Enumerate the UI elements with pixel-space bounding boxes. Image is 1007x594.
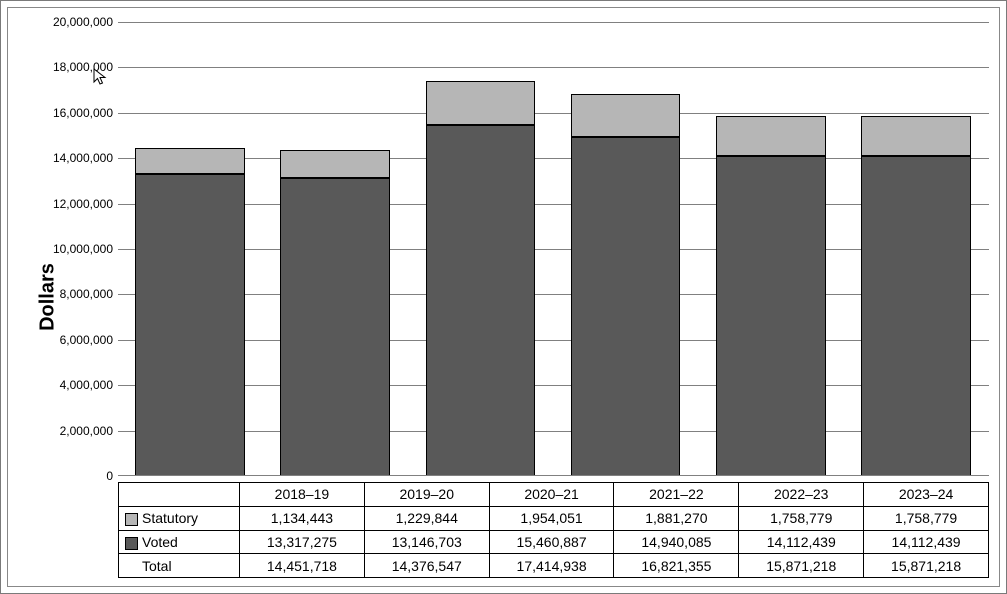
bars-container (118, 22, 989, 476)
y-tick-label: 18,000,000 (38, 60, 113, 74)
legend-swatch (125, 513, 138, 526)
y-tick-label: 2,000,000 (38, 424, 113, 438)
y-tick-label: 20,000,000 (38, 15, 113, 29)
bar-segment-voted (426, 125, 536, 476)
table-header-cell: 2023–24 (864, 483, 989, 507)
table-row: Total14,451,71814,376,54717,414,93816,82… (119, 554, 989, 578)
table-header-cell: 2021–22 (614, 483, 739, 507)
bar-segment-voted (716, 156, 826, 476)
table-cell: 14,940,085 (614, 530, 739, 554)
table-rowhead: Statutory (119, 506, 240, 530)
table-header-row: 2018–192019–202020–212021–222022–232023–… (119, 483, 989, 507)
bar-stack (571, 22, 681, 476)
table-cell: 14,112,439 (864, 530, 989, 554)
table-header-cell: 2020–21 (489, 483, 614, 507)
y-tick-label: 10,000,000 (38, 242, 113, 256)
legend-swatch (125, 537, 138, 550)
bar-segment-statutory (571, 94, 681, 137)
bar-segment-voted (135, 174, 245, 476)
bar-stack (426, 22, 536, 476)
table-header-cell: 2018–19 (240, 483, 365, 507)
bar-stack (280, 22, 390, 476)
series-name: Voted (142, 534, 178, 550)
data-table: 2018–192019–202020–212021–222022–232023–… (118, 482, 989, 578)
y-tick-label: 14,000,000 (38, 151, 113, 165)
y-tick-label: 8,000,000 (38, 287, 113, 301)
plot-area: 02,000,0004,000,0006,000,0008,000,00010,… (118, 22, 989, 476)
table-cell: 15,460,887 (489, 530, 614, 554)
bar-segment-statutory (135, 148, 245, 174)
table-header-cell: 2019–20 (364, 483, 489, 507)
table-cell: 1,758,779 (739, 506, 864, 530)
table-cell: 15,871,218 (739, 554, 864, 578)
bar-segment-statutory (716, 116, 826, 156)
table-cell: 1,229,844 (364, 506, 489, 530)
y-tick-labels: 02,000,0004,000,0006,000,0008,000,00010,… (38, 22, 113, 476)
y-tick-label: 6,000,000 (38, 333, 113, 347)
table-row: Voted 13,317,27513,146,70315,460,88714,94… (119, 530, 989, 554)
table-cell: 1,881,270 (614, 506, 739, 530)
bar-stack (861, 22, 971, 476)
bar-slot (554, 22, 699, 476)
table-cell: 14,112,439 (739, 530, 864, 554)
bar-segment-statutory (861, 116, 971, 156)
y-tick-label: 4,000,000 (38, 378, 113, 392)
table-cell: 13,317,275 (240, 530, 365, 554)
table-cell: 1,134,443 (240, 506, 365, 530)
bar-slot (263, 22, 408, 476)
table-rowhead: Voted (119, 530, 240, 554)
table-cell: 17,414,938 (489, 554, 614, 578)
table-cell: 16,821,355 (614, 554, 739, 578)
y-tick-label: 12,000,000 (38, 197, 113, 211)
table-cell: 13,146,703 (364, 530, 489, 554)
bar-slot (408, 22, 553, 476)
bar-segment-statutory (426, 81, 536, 125)
bar-segment-statutory (280, 150, 390, 178)
y-tick-label: 16,000,000 (38, 106, 113, 120)
bar-segment-voted (571, 137, 681, 476)
x-axis-line (118, 475, 989, 476)
data-table-wrap: 2018–192019–202020–212021–222022–232023–… (118, 482, 989, 578)
bar-segment-voted (280, 178, 390, 476)
table-cell: 1,758,779 (864, 506, 989, 530)
bar-slot (844, 22, 989, 476)
bar-slot (699, 22, 844, 476)
table-cell: 14,451,718 (240, 554, 365, 578)
series-name: Statutory (142, 510, 198, 526)
bar-slot (118, 22, 263, 476)
y-tick-label: 0 (38, 469, 113, 483)
table-corner-cell (119, 483, 240, 507)
bar-stack (135, 22, 245, 476)
table-cell: 14,376,547 (364, 554, 489, 578)
chart-frame: Dollars 02,000,0004,000,0006,000,0008,00… (0, 0, 1007, 594)
table-cell: 1,954,051 (489, 506, 614, 530)
chart-inner-border: Dollars 02,000,0004,000,0006,000,0008,00… (7, 7, 1000, 587)
bar-stack (716, 22, 826, 476)
table-rowhead: Total (119, 554, 240, 578)
table-cell: 15,871,218 (864, 554, 989, 578)
table-row: Statutory 1,134,4431,229,8441,954,0511,88… (119, 506, 989, 530)
table-header-cell: 2022–23 (739, 483, 864, 507)
bar-segment-voted (861, 156, 971, 476)
